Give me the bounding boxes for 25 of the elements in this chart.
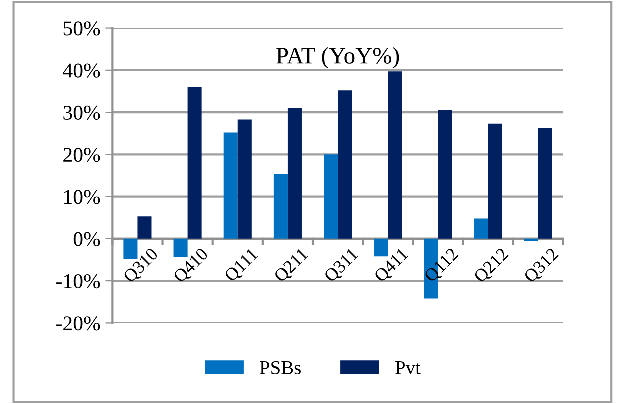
bar	[288, 108, 302, 239]
y-tick-label: 40%	[63, 64, 100, 78]
bar	[274, 174, 288, 239]
legend-label: Pvt	[396, 362, 421, 374]
y-tick-label: -10%	[56, 274, 100, 289]
bar	[188, 87, 202, 239]
bar	[524, 238, 538, 242]
y-tick-label: 30%	[64, 106, 100, 120]
bar	[338, 90, 352, 239]
bar	[438, 110, 452, 239]
y-tick-label: 0%	[74, 232, 100, 246]
y-tick-label: 10%	[64, 190, 100, 204]
bar	[388, 72, 402, 239]
text: PAT (YoY%)	[276, 47, 400, 69]
bar	[224, 132, 238, 239]
bar	[488, 124, 502, 239]
bar	[324, 154, 338, 239]
y-tick-label: -20%	[56, 316, 100, 331]
legend-label: PSBs	[260, 361, 301, 374]
y-tick-label: 20%	[64, 148, 100, 162]
y-tick-label: 50%	[64, 22, 100, 36]
bar	[538, 128, 552, 239]
bar	[138, 216, 152, 239]
bar	[474, 218, 488, 239]
bar	[238, 120, 252, 239]
